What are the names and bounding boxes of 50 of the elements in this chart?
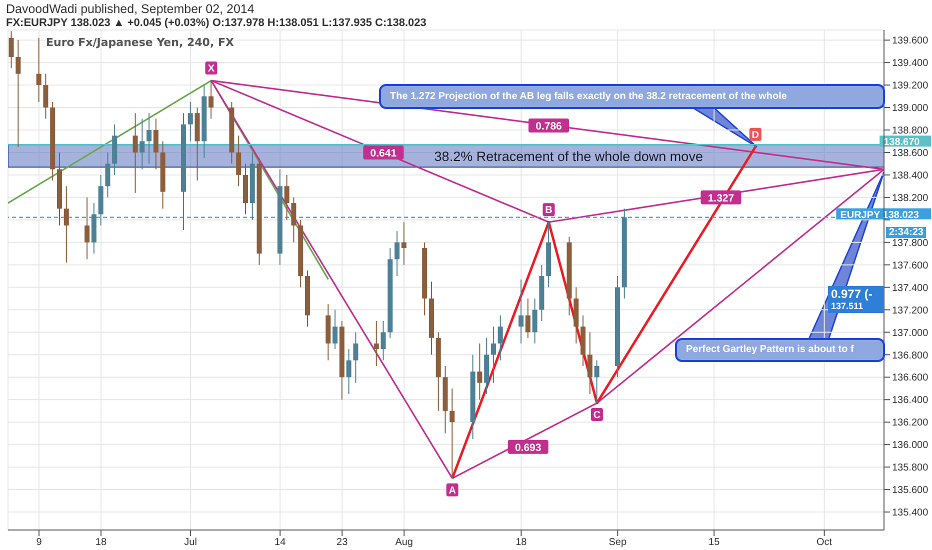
y-tick-label: 138.600 xyxy=(892,148,929,160)
y-tick-label: 137.800 xyxy=(892,238,929,249)
y-tick-label: 136.600 xyxy=(892,372,929,384)
y-tick-label: 136.400 xyxy=(892,395,929,406)
x-tick-label: 9 xyxy=(36,537,42,548)
x-tick-label: Oct xyxy=(816,537,832,548)
y-tick-label: 138.400 xyxy=(892,170,929,182)
annotation: Perfect Gartley Pattern is about to f xyxy=(686,344,854,355)
annotation: 0.977 (- xyxy=(828,286,884,302)
y-tick-label: 137.600 xyxy=(892,260,929,272)
x-tick-label: 18 xyxy=(516,537,528,548)
y-tick-label: 137.400 xyxy=(892,282,929,294)
annotation: C xyxy=(593,410,601,422)
x-tick-label: 23 xyxy=(336,537,348,548)
annotation: 1.327 xyxy=(708,192,734,204)
ref-line-label: 138.670 xyxy=(884,137,920,148)
annotation: X xyxy=(208,64,215,75)
y-tick-label: 137.000 xyxy=(892,328,929,339)
annotation: A xyxy=(448,485,456,496)
y-tick-label: 138.800 xyxy=(892,126,929,137)
y-tick-label: 135.400 xyxy=(892,508,929,519)
x-tick-label: 15 xyxy=(708,537,720,548)
x-tick-label: Aug xyxy=(395,537,413,548)
chart-title: DavoodWadi published, September 02, 2014 xyxy=(6,2,254,16)
y-tick-label: 136.000 xyxy=(892,440,929,452)
annotation: 0.786 xyxy=(536,120,562,133)
annotation: Euro Fx/Japanese Yen, 240, FX xyxy=(46,36,234,49)
annotation: The 1.272 Projection of the AB leg falls exactly on the 38.2 retracement of the whole xyxy=(390,91,787,102)
x-tick-label: Jul xyxy=(184,537,197,548)
y-tick-label: 139.400 xyxy=(892,58,929,70)
text: 2:34:23 xyxy=(886,227,926,238)
x-tick-label: 18 xyxy=(95,537,107,548)
band-label: 38.2% Retracement of the whole down move xyxy=(434,148,703,164)
x-tick-label: Sep xyxy=(608,537,627,548)
y-tick-label: 139.200 xyxy=(892,80,929,92)
y-tick-label: 138.200 xyxy=(892,192,929,204)
y-tick-label: 136.200 xyxy=(892,418,929,429)
annotation: 0.693 xyxy=(514,442,542,454)
y-tick-label: 135.800 xyxy=(892,462,929,474)
annotation: 0.641 xyxy=(370,147,397,160)
annotation: B xyxy=(545,205,552,216)
y-tick-label: 137.200 xyxy=(892,305,929,316)
x-tick-label: 14 xyxy=(274,537,286,548)
y-tick-label: 135.600 xyxy=(892,485,929,496)
annotation: 137.511 xyxy=(828,301,884,313)
chart-subtitle: FX:EURJPY 138.023 ▲ +0.045 (+0.03%) O:137.978 H:138.051 L:137.935 C:138.023 xyxy=(6,17,426,29)
y-tick-label: 136.800 xyxy=(892,350,929,362)
y-tick-label: 139.600 xyxy=(892,36,929,47)
annotation: D xyxy=(752,130,760,141)
y-tick-label: 139.000 xyxy=(892,103,929,114)
